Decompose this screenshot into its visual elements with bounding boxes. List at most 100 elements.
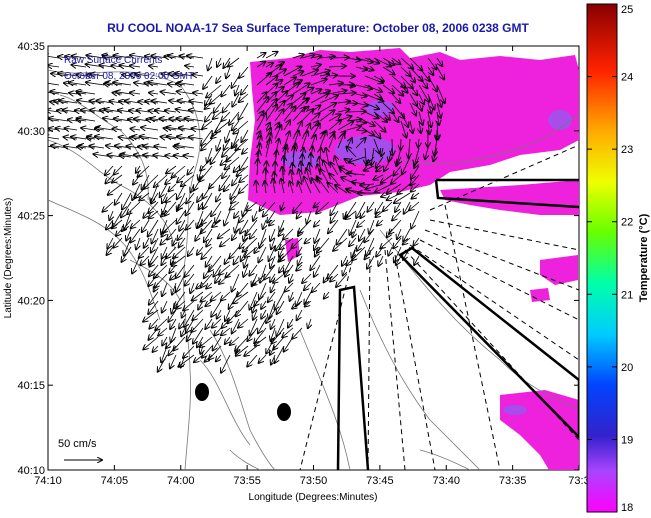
- current-vector: [152, 101, 168, 103]
- current-vector: [411, 165, 420, 179]
- x-tick-label: 74:10: [34, 475, 62, 487]
- current-vector: [187, 327, 195, 341]
- current-vector: [273, 273, 285, 283]
- current-vector: [130, 228, 141, 242]
- current-vector: [149, 327, 159, 340]
- current-vector: [292, 237, 303, 248]
- current-vector: [364, 165, 375, 171]
- current-vector: [192, 128, 204, 130]
- current-vector: [292, 327, 303, 339]
- current-vector: [388, 246, 392, 256]
- current-vector: [336, 273, 348, 287]
- current-vector: [135, 183, 150, 198]
- current-vector: [355, 57, 373, 62]
- current-vector: [116, 92, 132, 94]
- current-vector: [247, 327, 258, 341]
- sst-patch-east: [440, 180, 579, 215]
- current-vector: [427, 93, 434, 110]
- current-vector: [391, 111, 399, 122]
- current-vector: [403, 237, 411, 245]
- current-vector: [409, 84, 417, 95]
- current-vector: [376, 246, 384, 257]
- current-vector: [304, 282, 312, 290]
- current-vector: [436, 57, 442, 66]
- current-vector: [184, 309, 195, 327]
- current-vector: [179, 219, 186, 231]
- current-vector: [148, 273, 159, 286]
- current-vector: [427, 66, 433, 75]
- current-vector: [337, 109, 349, 112]
- current-vector: [261, 300, 267, 309]
- current-vector: [95, 136, 114, 139]
- current-vector: [355, 84, 372, 89]
- current-vector: [265, 105, 277, 122]
- current-vector: [243, 264, 249, 277]
- y-tick-label: 40:35: [17, 41, 45, 53]
- current-vector: [207, 147, 213, 163]
- current-vector: [366, 156, 375, 165]
- current-vector: [301, 109, 314, 122]
- current-vector: [163, 219, 177, 233]
- current-vector: [211, 300, 222, 317]
- current-vector: [320, 148, 321, 158]
- current-vector: [197, 192, 204, 202]
- current-vector: [204, 228, 213, 242]
- x-tick-label: 73:45: [366, 475, 394, 487]
- current-vector: [77, 118, 96, 121]
- x-tick-label: 74:00: [167, 475, 195, 487]
- current-vector: [256, 181, 257, 194]
- current-vector: [105, 165, 114, 175]
- current-vector: [270, 228, 276, 241]
- current-vector: [397, 183, 411, 194]
- current-vector: [400, 120, 406, 138]
- current-vector: [205, 318, 213, 329]
- y-axis: 40:35 40:30 40:25 40:20 40:15 40:10: [17, 41, 579, 477]
- current-vector: [189, 110, 204, 112]
- current-vector: [165, 110, 177, 112]
- y-tick-label: 40:15: [17, 380, 45, 392]
- current-vector: [217, 138, 222, 151]
- current-vector: [409, 93, 417, 106]
- current-vector: [281, 179, 284, 194]
- current-vector: [210, 93, 222, 104]
- current-vector: [216, 192, 222, 201]
- current-vector: [263, 201, 276, 217]
- current-vector: [222, 318, 231, 328]
- colorbar-tick-label: 21: [621, 289, 633, 301]
- current-vector: [232, 273, 240, 292]
- current-vector: [373, 75, 384, 81]
- buoy-marker-1: [195, 383, 209, 401]
- current-vector: [203, 192, 213, 209]
- current-vector: [226, 147, 240, 162]
- current-vector: [409, 102, 416, 116]
- current-vector: [382, 84, 394, 93]
- current-vector: [197, 246, 204, 255]
- current-vector: [414, 147, 420, 165]
- current-vector: [206, 237, 213, 247]
- current-vector: [257, 159, 258, 176]
- current-vector: [201, 138, 213, 150]
- current-vector: [244, 345, 258, 356]
- current-vector: [185, 264, 195, 277]
- current-vector: [72, 65, 87, 67]
- current-vector: [266, 309, 276, 323]
- current-vector: [206, 84, 222, 98]
- current-vector: [328, 134, 334, 149]
- current-vector: [256, 73, 271, 86]
- current-vector: [230, 336, 240, 345]
- current-vector: [373, 138, 380, 154]
- current-vector: [437, 111, 439, 125]
- current-vector: [381, 147, 383, 156]
- current-vector: [193, 93, 204, 95]
- current-vector: [149, 264, 159, 276]
- current-vector: [328, 83, 343, 85]
- current-vector: [397, 156, 401, 165]
- current-vector: [271, 318, 275, 329]
- current-vector: [319, 110, 335, 122]
- current-vector: [221, 84, 231, 96]
- current-vector: [185, 118, 204, 121]
- current-vector: [364, 120, 375, 126]
- current-vector: [237, 165, 249, 176]
- colorbar-tick-label: 19: [621, 434, 633, 446]
- current-vector: [381, 193, 393, 197]
